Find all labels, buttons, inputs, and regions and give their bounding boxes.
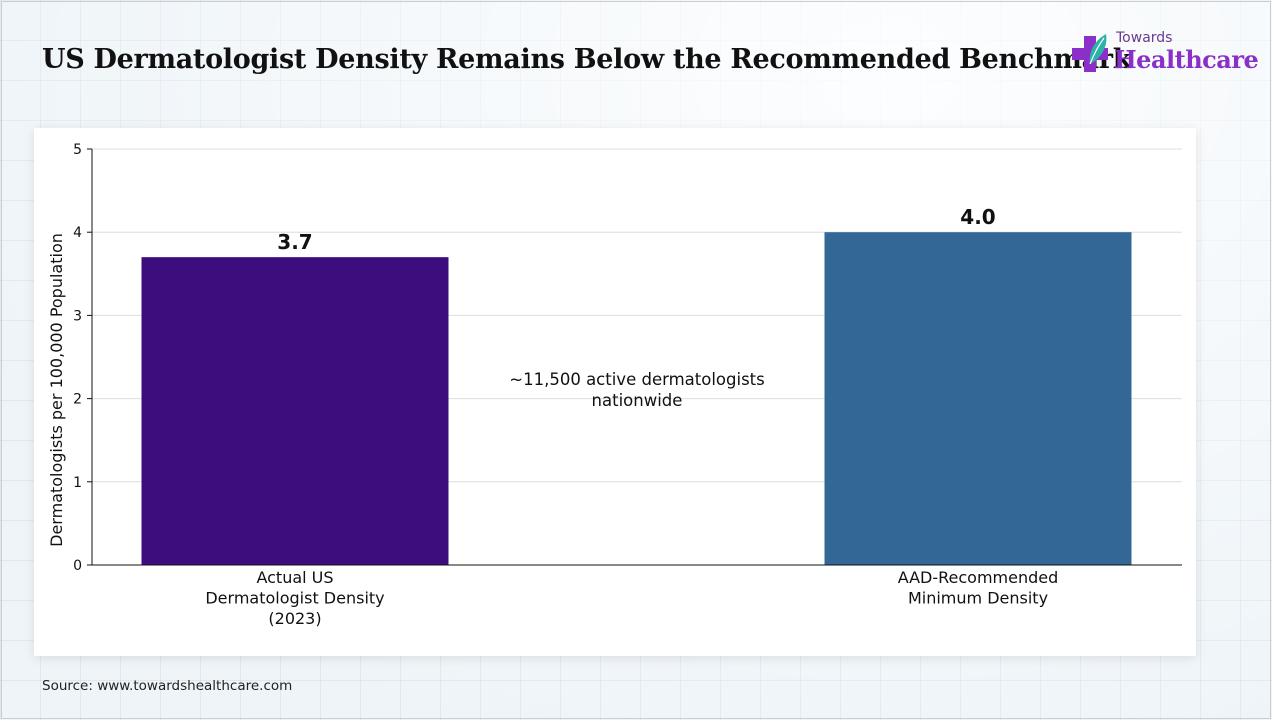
medical-cross-leaf-icon bbox=[1072, 34, 1108, 72]
bar-value-label: 4.0 bbox=[960, 205, 995, 229]
y-tick-label: 2 bbox=[73, 392, 82, 408]
axes: 0 1 2 3 4 5 bbox=[73, 142, 1182, 574]
bar-1 bbox=[141, 257, 449, 565]
y-axis-label: Dermatologists per 100,000 Population bbox=[47, 233, 66, 547]
x-tick-label: AAD-Recommended bbox=[898, 568, 1059, 587]
y-tick-label: 0 bbox=[73, 558, 82, 574]
x-tick-label: Actual US bbox=[256, 568, 333, 587]
y-tick-label: 4 bbox=[73, 225, 82, 241]
y-tick-label: 1 bbox=[73, 475, 82, 491]
labels: 3.7 Actual US Dermatologist Density(2023) 4… bbox=[205, 205, 1058, 628]
bar-2 bbox=[824, 232, 1132, 565]
towards-healthcare-logo: Towards Healthcare bbox=[1070, 28, 1259, 84]
bar-value-label: 3.7 bbox=[277, 230, 312, 254]
logo-text-healthcare: Healthcare bbox=[1114, 45, 1259, 74]
chart-card: 0 1 2 3 4 5 3.7 Actual US Dermatologist Density… bbox=[34, 128, 1196, 656]
logo-text-towards: Towards bbox=[1116, 30, 1173, 46]
y-tick-label: 3 bbox=[73, 308, 82, 324]
x-tick-label: (2023) bbox=[268, 609, 321, 628]
bars bbox=[141, 232, 1132, 565]
page-title: US Dermatologist Density Remains Below t… bbox=[42, 44, 1132, 75]
annotation-line-2: nationwide bbox=[592, 391, 683, 410]
x-tick-label: Dermatologist Density bbox=[205, 589, 384, 608]
annotation-line-1: ~11,500 active dermatologists bbox=[509, 370, 764, 389]
bar-chart: 0 1 2 3 4 5 3.7 Actual US Dermatologist Density… bbox=[47, 142, 1182, 628]
source-note: Source: www.towardshealthcare.com bbox=[42, 678, 293, 694]
y-tick-label: 5 bbox=[73, 142, 82, 158]
x-tick-label: Minimum Density bbox=[908, 589, 1048, 608]
